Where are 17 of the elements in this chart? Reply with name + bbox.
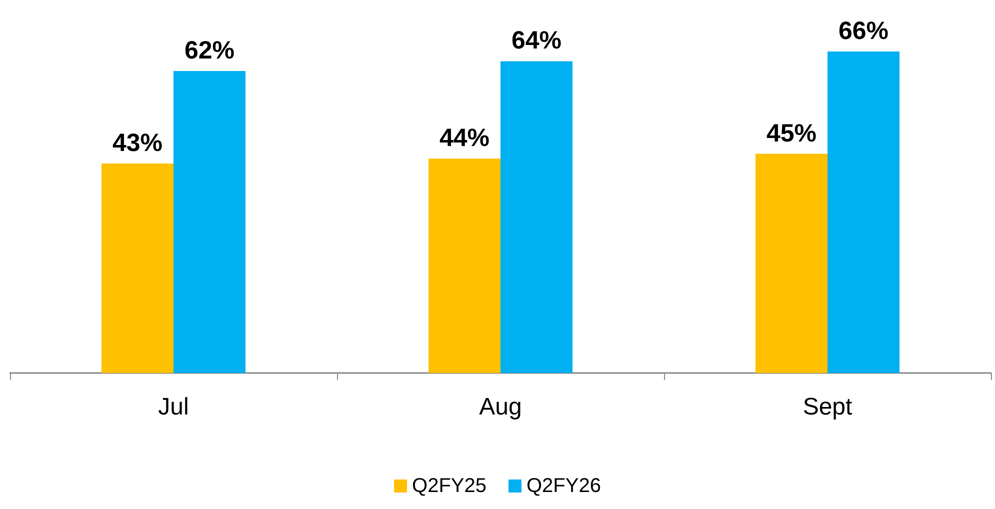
x-tick-label: Jul [158,394,189,420]
data-label: 64% [511,26,562,55]
data-label: 45% [766,119,817,148]
x-tick-label: Aug [479,394,522,420]
bar [756,154,828,373]
data-label: 44% [439,124,490,152]
x-tick-label: Sept [802,394,853,420]
data-label: 43% [112,129,163,158]
bar [174,70,246,373]
bar [828,51,900,373]
data-label: 66% [838,16,889,45]
bar [102,164,174,373]
bar [500,61,572,373]
legend-label: Q2FY25 [412,475,486,497]
data-label: 62% [184,36,235,64]
legend-label: Q2FY26 [526,475,601,497]
bar [428,158,500,373]
